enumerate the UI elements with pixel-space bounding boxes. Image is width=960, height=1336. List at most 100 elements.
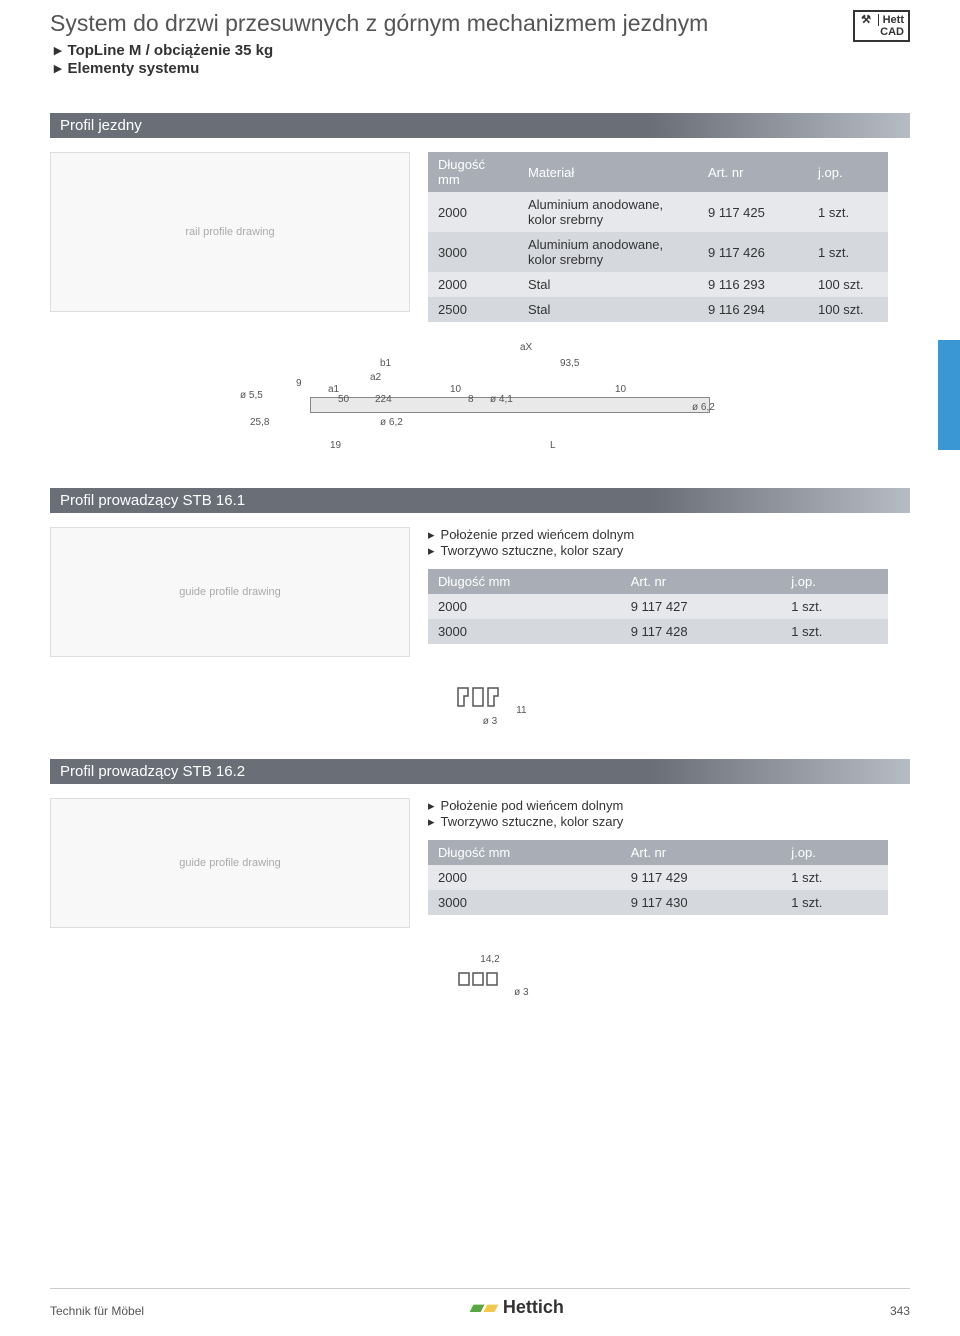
subtitle-2: Elementy systemu [54,59,708,77]
section3-right: Położenie pod wieńcem dolnym Tworzywo sz… [428,798,910,928]
dim-10b: 10 [615,384,626,395]
profile-icon [451,965,511,995]
subtitle-1: TopLine M / obciążenie 35 kg [54,41,708,59]
th: Art. nr [621,569,782,594]
table-row: 30009 117 4301 szt. [428,890,888,915]
th: j.op. [781,569,888,594]
section2-illustration: guide profile drawing [50,527,410,657]
dim-d55: ø 5,5 [240,390,263,401]
td: Stal [518,272,698,297]
th: j.op. [808,152,888,192]
table-row: 20009 117 4271 szt. [428,594,888,619]
table-row: 2000Aluminium anodowane, kolor srebrny9 … [428,192,888,232]
title-block: System do drzwi przesuwnych z górnym mec… [50,10,708,77]
td: 2500 [428,297,518,322]
section2-bullets: Położenie przed wieńcem dolnym Tworzywo … [428,527,910,559]
th: Długość mm [428,840,621,865]
footer-left: Technik für Möbel [50,1304,144,1318]
badge-top: Hett [883,14,904,26]
section2-table: Długość mm Art. nr j.op. 20009 117 4271 … [428,569,888,644]
dim-258: 25,8 [250,417,269,428]
table-row: 20009 117 4291 szt. [428,865,888,890]
section1-illustration: rail profile drawing [50,152,410,312]
hettcad-badge: ⚒ Hett CAD [853,10,910,42]
section3-title: Profil prowadzący STB 16.2 [60,763,245,780]
td: 2000 [428,192,518,232]
td: 9 116 293 [698,272,808,297]
page-footer: Technik für Möbel ▰▰ Hettich 343 [50,1288,910,1318]
page-number: 343 [890,1304,910,1318]
dim-d62a: ø 6,2 [380,417,403,428]
td: Aluminium anodowane, kolor srebrny [518,232,698,272]
th: Długość mm [428,569,621,594]
table-row: 2500Stal9 116 294100 szt. [428,297,888,322]
th: Długość mm [428,152,518,192]
dim-L: L [550,440,556,451]
td: 100 szt. [808,272,888,297]
td: 1 szt. [781,865,888,890]
section2-right: Położenie przed wieńcem dolnym Tworzywo … [428,527,910,657]
dim-b1: b1 [380,358,391,369]
table-row: 2000Stal9 116 293100 szt. [428,272,888,297]
section1-content: rail profile drawing Długość mm Materiał… [50,152,910,322]
dim-d3: ø 3 [483,716,497,727]
td: 1 szt. [781,619,888,644]
td: 9 117 427 [621,594,782,619]
section3-content: guide profile drawing Położenie pod wień… [50,798,910,928]
th: Materiał [518,152,698,192]
th: j.op. [781,840,888,865]
td: 9 116 294 [698,297,808,322]
dim-50: 50 [338,394,349,405]
dim-224: 224 [375,394,392,405]
td: 2000 [428,594,621,619]
section2-cross-section: 11 ø 3 [450,683,530,723]
td: 9 117 429 [621,865,782,890]
section-bar-profil-jezdny: Profil jezdny [50,113,910,138]
td: 2000 [428,865,621,890]
td: 3000 [428,232,518,272]
bullet: Tworzywo sztuczne, kolor szary [428,543,910,559]
header: System do drzwi przesuwnych z górnym mec… [50,10,910,77]
dim-935: 93,5 [560,358,579,369]
dim-d41: ø 4,1 [490,394,513,405]
td: 3000 [428,890,621,915]
profile-icon [453,683,513,713]
table-row: 30009 117 4281 szt. [428,619,888,644]
table-row: 3000Aluminium anodowane, kolor srebrny9 … [428,232,888,272]
section-bar-stb161: Profil prowadzący STB 16.1 [50,488,910,513]
page-title: System do drzwi przesuwnych z górnym mec… [50,10,708,37]
dim-10a: 10 [450,384,461,395]
td: 1 szt. [781,594,888,619]
section1-title: Profil jezdny [60,117,142,134]
td: Aluminium anodowane, kolor srebrny [518,192,698,232]
section1-table: Długość mm Materiał Art. nr j.op. 2000Al… [428,152,888,322]
td: 9 117 428 [621,619,782,644]
td: 1 szt. [808,232,888,272]
section3-table: Długość mm Art. nr j.op. 20009 117 4291 … [428,840,888,915]
bullet: Położenie przed wieńcem dolnym [428,527,910,543]
dim-d62b: ø 6,2 [692,402,715,413]
hettich-logo: ▰▰ Hettich [470,1297,564,1318]
dim-a2: a2 [370,372,381,383]
td: 9 117 425 [698,192,808,232]
dim-d3: ø 3 [514,987,528,998]
section2-title: Profil prowadzący STB 16.1 [60,492,245,509]
footer-brand: Hettich [503,1297,564,1317]
badge-bottom: CAD [880,26,904,38]
page: System do drzwi przesuwnych z górnym mec… [0,0,960,1336]
bullet: Położenie pod wieńcem dolnym [428,798,910,814]
table-header-row: Długość mm Art. nr j.op. [428,569,888,594]
table-header-row: Długość mm Materiał Art. nr j.op. [428,152,888,192]
td: 1 szt. [781,890,888,915]
td: 2000 [428,272,518,297]
side-color-tab [938,340,960,450]
tools-icon: ⚒ [859,14,879,26]
th: Art. nr [621,840,782,865]
section1-dimension-diagram: aX b1 93,5 a2 a1 ø 5,5 9 50 224 10 8 ø 4… [220,342,740,452]
dim-142: 14,2 [480,954,499,965]
section3-illustration: guide profile drawing [50,798,410,928]
section3-bullets: Położenie pod wieńcem dolnym Tworzywo sz… [428,798,910,830]
td: 100 szt. [808,297,888,322]
td: 9 117 426 [698,232,808,272]
dim-ax: aX [520,342,532,353]
